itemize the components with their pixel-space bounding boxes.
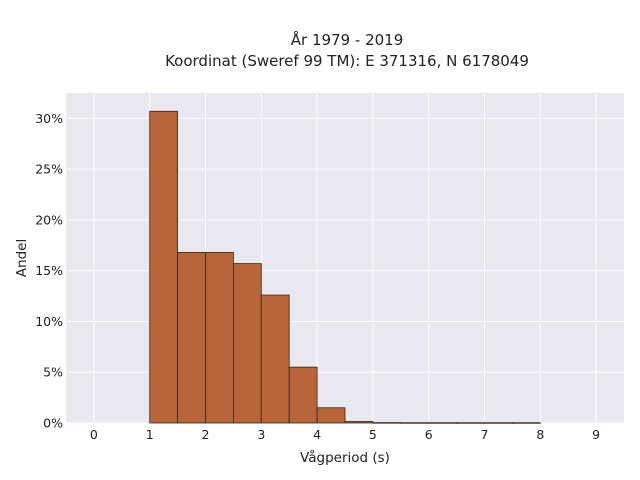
chart-title-line-1: År 1979 - 2019 — [291, 30, 404, 49]
histogram-bar — [344, 421, 374, 424]
histogram-bar — [428, 422, 458, 424]
x-axis-ticks: 0 1 2 3 4 5 6 7 8 9 — [90, 427, 600, 442]
x-tick-label: 9 — [592, 427, 600, 442]
x-tick-label: 2 — [202, 427, 210, 442]
histogram-bar — [149, 110, 178, 424]
y-tick-label: 5% — [43, 365, 63, 380]
histogram-bar — [177, 252, 206, 424]
x-tick-label: 4 — [313, 427, 321, 442]
x-tick-label: 0 — [90, 427, 98, 442]
y-tick-label: 0% — [43, 416, 63, 431]
x-axis-title: Vågperiod (s) — [300, 449, 390, 466]
histogram-bar — [456, 422, 485, 424]
y-tick-label: 25% — [35, 162, 63, 177]
histogram-bar — [400, 422, 430, 424]
histogram-bar — [260, 294, 290, 424]
x-tick-label: 7 — [481, 427, 489, 442]
x-tick-label: 3 — [257, 427, 265, 442]
histogram-bar — [232, 263, 262, 424]
y-axis-ticks: 0% 5% 10% 15% 20% 25% 30% — [35, 111, 63, 431]
x-tick-label: 1 — [146, 427, 154, 442]
x-tick-label: 6 — [425, 427, 433, 442]
y-tick-label: 15% — [35, 263, 63, 278]
x-tick-label: 8 — [536, 427, 544, 442]
histogram-bar — [316, 407, 346, 424]
histogram-bar — [484, 422, 513, 424]
histogram-bar — [372, 422, 402, 424]
chart-title-line-2: Koordinat (Sweref 99 TM): E 371316, N 61… — [165, 52, 529, 70]
y-tick-label: 20% — [35, 212, 63, 227]
histogram-bar — [512, 422, 541, 424]
histogram-bar — [205, 252, 234, 424]
y-tick-label: 10% — [35, 314, 63, 329]
y-tick-label: 30% — [35, 111, 63, 126]
histogram-bar — [288, 366, 318, 424]
y-axis-title: Andel — [14, 239, 30, 277]
x-tick-label: 5 — [369, 427, 377, 442]
histogram-bars — [149, 110, 541, 424]
